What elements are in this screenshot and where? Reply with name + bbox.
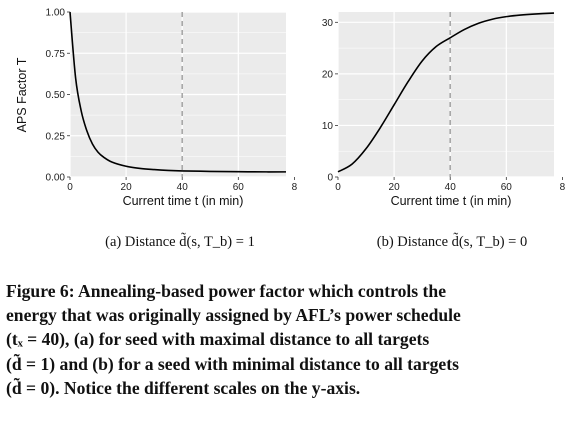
x-tick-label: 0 (67, 182, 73, 193)
caption-line: (d̃ = 0). Notice the different scales on… (6, 377, 361, 398)
plot-b-series (337, 12, 555, 173)
caption-line: Figure 6: Annealing-based power factor w… (6, 281, 447, 301)
x-tick-label: 60 (501, 182, 513, 193)
plot-a-y-ticks: 0.00 0.25 0.50 0.75 1.00 (46, 8, 70, 184)
panel-a: 0.00 0.25 0.50 0.75 1.00 0 20 40 60 8 APS Factor… (15, 8, 298, 251)
plot-b-xlabel: Current time t (in min) (391, 194, 512, 208)
series-line (69, 11, 287, 173)
plot-b-background (338, 12, 554, 177)
y-tick-label: 1.00 (46, 8, 66, 19)
plot-a-subcaption: (a) Distance d̃(s, T_b) = 1 (105, 233, 255, 250)
x-tick-label: 8 (560, 182, 566, 193)
plot-b-subcaption: (b) Distance d̃(s, T_b) = 0 (377, 233, 527, 250)
x-tick-label: 40 (445, 182, 457, 193)
series-line (337, 12, 555, 173)
x-tick-label: 8 (292, 182, 298, 193)
plot-a-xlabel: Current time t (in min) (123, 194, 244, 208)
x-tick-label: 20 (389, 182, 401, 193)
y-tick-label: 0.50 (46, 90, 66, 101)
y-tick-label: 0 (327, 173, 333, 184)
plot-b-x-ticks: 0 20 40 60 8 (335, 177, 566, 193)
plot-b-y-ticks: 0 10 20 30 (322, 18, 338, 184)
figure-caption: Figure 6: Annealing-based power factor w… (6, 279, 578, 400)
figure-panels: 0.00 0.25 0.50 0.75 1.00 0 20 40 60 8 APS Factor… (15, 8, 566, 251)
caption-line: (d̃ = 1) and (b) for a seed with minimal… (6, 353, 459, 374)
plot-a-x-ticks: 0 20 40 60 8 (67, 177, 298, 193)
y-tick-label: 0.25 (46, 131, 66, 142)
y-tick-label: 20 (322, 69, 334, 80)
x-tick-label: 20 (121, 182, 133, 193)
caption-line: energy that was originally assigned by A… (6, 305, 461, 326)
y-tick-label: 10 (322, 121, 334, 132)
y-tick-label: 0.75 (46, 49, 66, 60)
caption-line: (tₓ = 40), (a) for seed with maximal dis… (6, 329, 430, 350)
y-tick-label: 30 (322, 18, 334, 29)
x-tick-label: 40 (177, 182, 189, 193)
x-tick-label: 0 (335, 182, 341, 193)
plot-a-series (69, 11, 287, 173)
x-tick-label: 60 (233, 182, 245, 193)
y-tick-label: 0.00 (46, 173, 66, 184)
plot-a-ylabel: APS Factor T (15, 57, 29, 132)
panel-b: 0 10 20 30 0 20 40 60 8 Current time t (in min)… (322, 12, 566, 250)
